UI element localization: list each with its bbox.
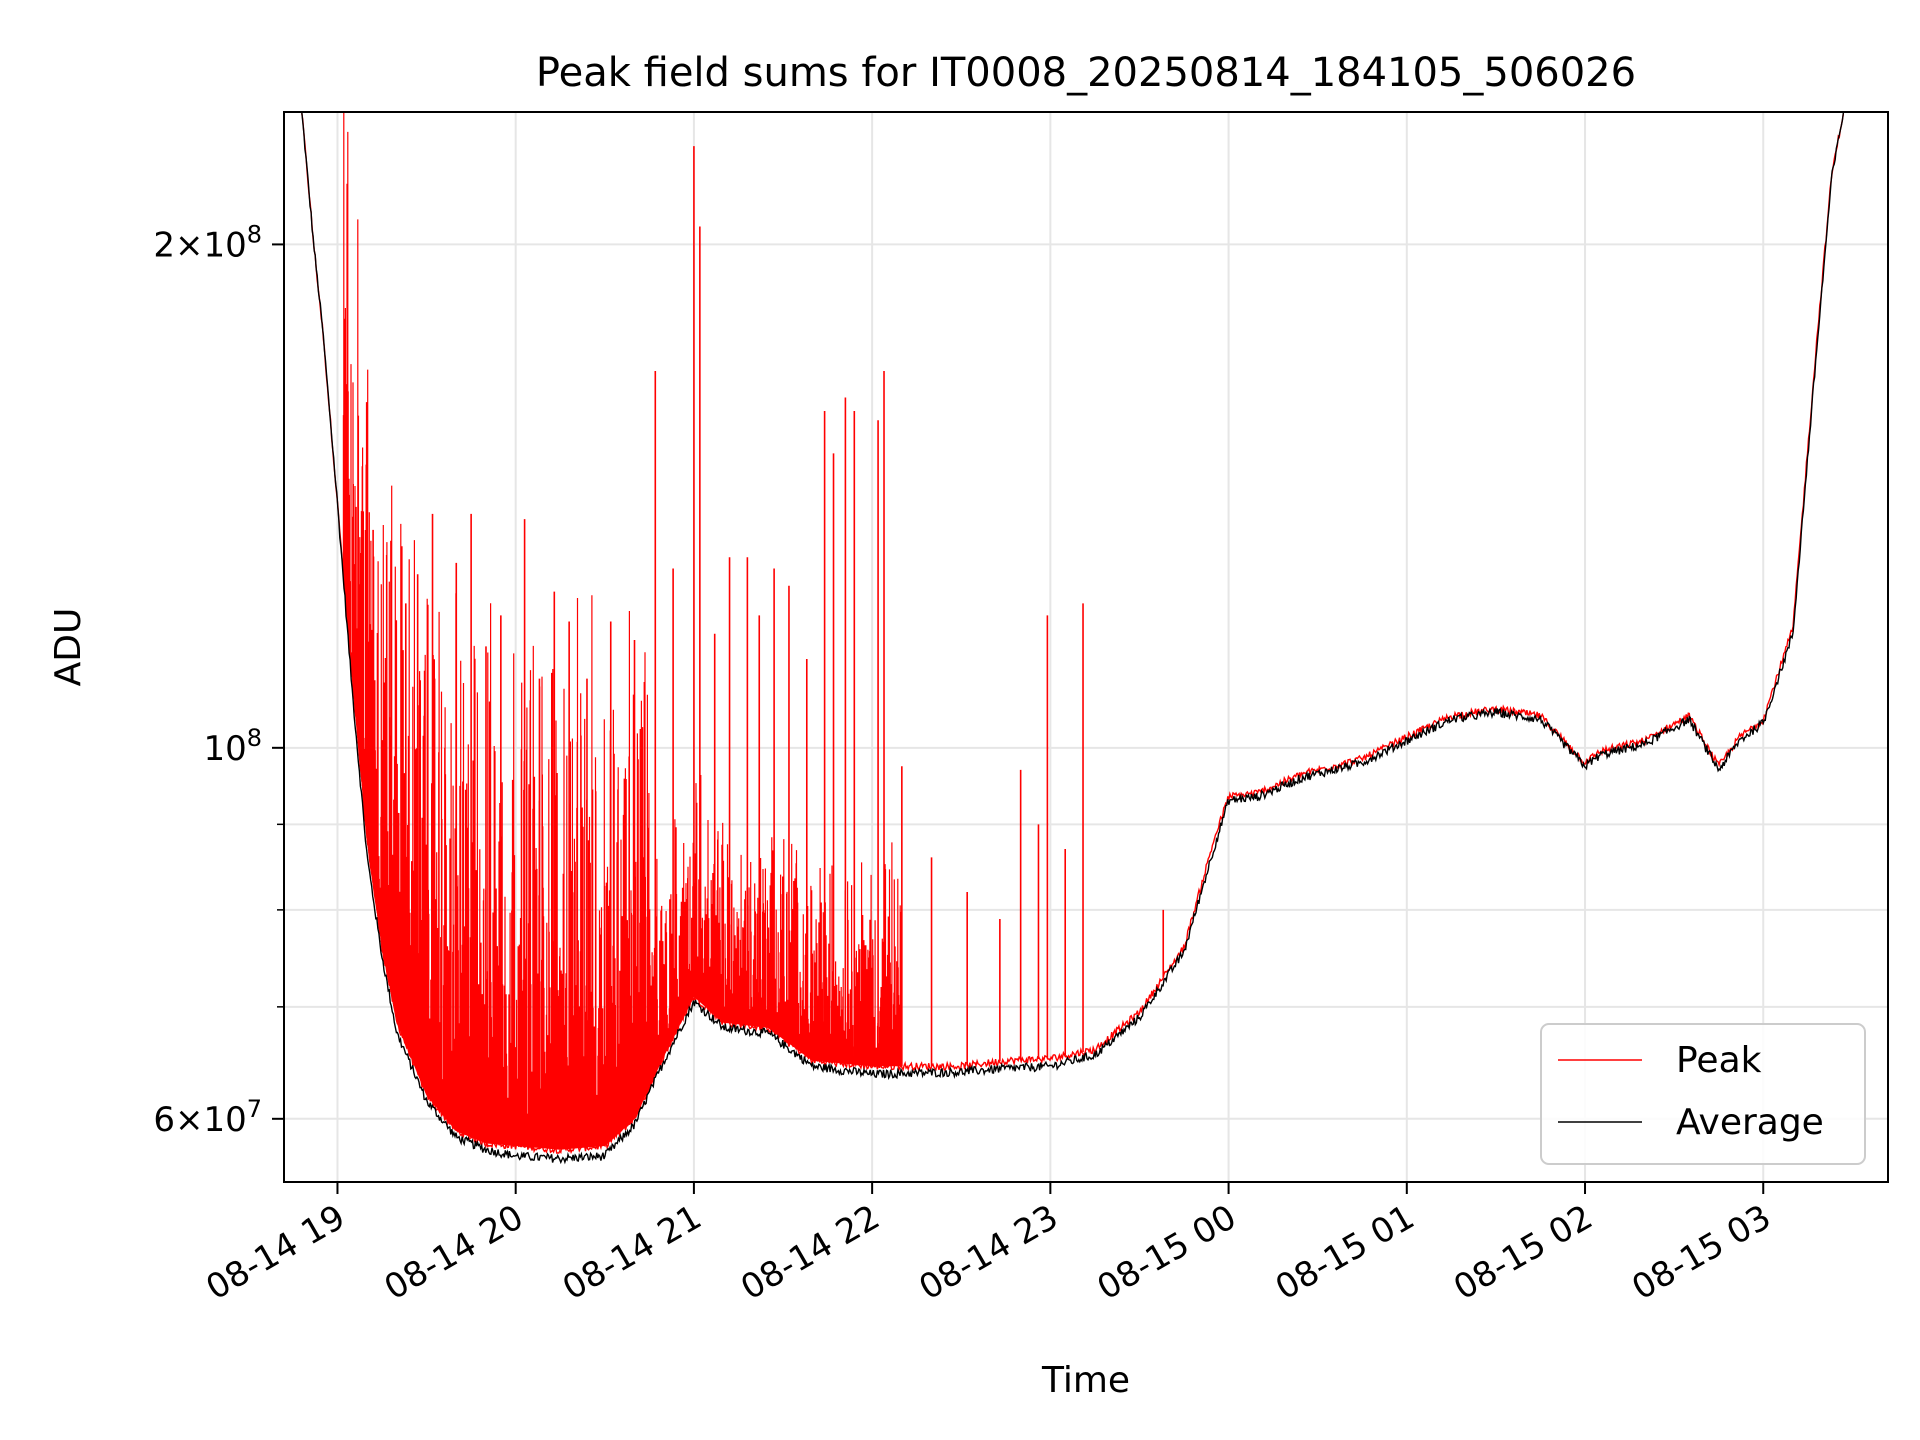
series-layer	[301, 111, 1845, 1165]
legend-label-average: Average	[1676, 1102, 1824, 1143]
legend-label-peak: Peak	[1676, 1040, 1762, 1081]
y-tick-label: 2×108	[153, 220, 262, 265]
peak-spikes	[342, 112, 1165, 1150]
legend: Peak Average	[1540, 1023, 1866, 1165]
x-axis-label: Time	[1041, 1360, 1130, 1401]
y-axis-label: ADU	[48, 608, 89, 687]
series-line-average	[301, 111, 1845, 1165]
chart-title: Peak field sums for IT0008_20250814_1841…	[536, 50, 1636, 96]
y-tick-label: 108	[203, 724, 262, 769]
y-axis: 6×107 108 2×108	[153, 220, 284, 1140]
plot-frame	[283, 111, 1889, 1183]
y-tick-label: 6×107	[153, 1095, 262, 1140]
series-line-peak	[301, 113, 1845, 1155]
legend-box	[1540, 1023, 1866, 1165]
